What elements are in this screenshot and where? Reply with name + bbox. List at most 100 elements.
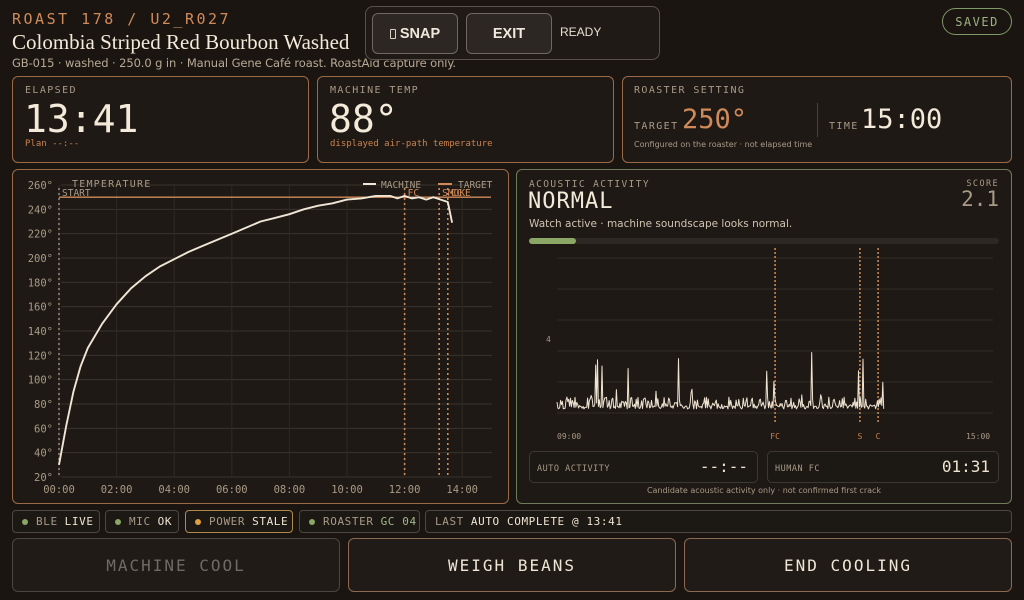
acoustic-label: ACOUSTIC ACTIVITY (529, 179, 651, 190)
time-value: 15:00 (861, 104, 943, 135)
elapsed-plan: Plan --:-- (25, 139, 80, 149)
chart-title: TEMPERATURE (72, 179, 151, 190)
time-label: TIME (829, 121, 859, 132)
auto-activity-value: --:-- (699, 457, 748, 476)
mic-status-dot (115, 518, 121, 525)
roaster-setting-note: Configured on the roaster · not elapsed … (634, 140, 813, 149)
x-tick-label: 06:00 (216, 484, 248, 496)
snap-button-label: SNAP (399, 25, 441, 42)
y-tick-label: 200° (28, 253, 53, 265)
auto-activity-box: AUTO ACTIVITY --:-- (529, 451, 758, 483)
y-tick-label: 80° (34, 399, 53, 411)
acoustic-level-fill (529, 238, 576, 244)
weigh-beans-button[interactable]: WEIGH BEANS (348, 538, 676, 592)
y-tick-label: 40° (34, 448, 53, 460)
power-chip-label: POWER (209, 515, 246, 528)
acoustic-marker-label: S (858, 432, 863, 441)
x-tick-label: 08:00 (274, 484, 306, 496)
machine-temp-note: displayed air-path temperature (330, 139, 493, 149)
machine-curve (58, 194, 454, 465)
human-fc-label: HUMAN FC (775, 464, 820, 474)
y-tick-label: 60° (34, 423, 53, 435)
target-value: 250° (682, 104, 748, 135)
control-status: READY (560, 25, 602, 39)
y-tick-label: 160° (28, 302, 53, 314)
auto-activity-label: AUTO ACTIVITY (537, 464, 611, 474)
y-tick-label: 240° (28, 204, 53, 216)
acoustic-x-start: 09:00 (557, 432, 581, 441)
exit-button[interactable]: EXIT (466, 13, 552, 54)
score-value: 2.1 (961, 187, 999, 211)
acoustic-marker-label: FC (770, 432, 780, 441)
power-chip: POWER STALE (185, 510, 293, 533)
elapsed-value: 13:41 (24, 97, 139, 141)
marker-label: SMOKE (442, 188, 471, 199)
saved-badge: SAVED (942, 8, 1012, 35)
machine-temp-label: MACHINE TEMP (330, 85, 420, 96)
roaster-setting-card: ROASTER SETTING TARGET 250° TIME 15:00 C… (622, 76, 1012, 163)
end-cooling-button[interactable]: END COOLING (684, 538, 1012, 592)
temperature-chart: 20° 40° 60° 80° 100° 120° 140° 160° 180° 200° 220°… (28, 179, 493, 496)
elapsed-label: ELAPSED (25, 85, 77, 96)
acoustic-state: NORMAL (528, 189, 614, 214)
roaster-chip-label: ROASTER (323, 515, 374, 528)
legend-machine: MACHINE (381, 180, 421, 191)
acoustic-message: Watch active · machine soundscape looks … (529, 218, 793, 230)
roaster-status-dot (309, 518, 315, 525)
power-chip-value: STALE (252, 515, 289, 528)
acoustic-marker-label: C (876, 432, 881, 441)
ble-chip-value: LIVE (64, 515, 94, 528)
snap-button[interactable]: SNAP (372, 13, 458, 54)
machine-cool-button[interactable]: MACHINE COOL (12, 538, 340, 592)
mic-chip-value: OK (157, 515, 173, 528)
acoustic-y-tick: 4 (546, 335, 551, 344)
target-label: TARGET (634, 121, 679, 132)
roaster-setting-label: ROASTER SETTING (634, 85, 746, 96)
human-fc-box: HUMAN FC 01:31 (767, 451, 999, 483)
x-tick-label: 10:00 (331, 484, 363, 496)
roaster-chip: ROASTER GC 04 (299, 510, 420, 533)
roast-code: ROAST 178 / U2_R027 (12, 10, 232, 28)
marker-label: CC (451, 188, 462, 199)
control-panel: SNAP EXIT READY (365, 6, 660, 60)
power-status-dot (195, 518, 201, 525)
x-tick-label: 14:00 (446, 484, 478, 496)
y-tick-label: 260° (28, 180, 53, 192)
last-event-label: LAST (435, 515, 464, 528)
acoustic-level-bar (529, 238, 999, 244)
ble-status-dot (22, 518, 28, 525)
x-tick-label: 04:00 (158, 484, 190, 496)
x-tick-label: 00:00 (43, 484, 75, 496)
mic-chip: MIC OK (105, 510, 179, 533)
elapsed-card: ELAPSED 13:41 Plan --:-- (12, 76, 309, 163)
marker-label: FC (408, 188, 419, 199)
score-label: SCORE (966, 179, 999, 189)
y-tick-label: 220° (28, 229, 53, 241)
y-tick-label: 20° (34, 472, 53, 484)
acoustic-waveform (556, 352, 885, 410)
acoustic-card: ACOUSTIC ACTIVITY SCORE 2.1 NORMAL Watch… (516, 169, 1012, 504)
roast-subtitle: GB-015 · washed · 250.0 g in · Manual Ge… (12, 56, 456, 70)
acoustic-waveform-chart: FC S C 4 09:00 15:00 (546, 248, 993, 441)
machine-temp-card: MACHINE TEMP 88° displayed air-path temp… (317, 76, 614, 163)
last-event-value: AUTO COMPLETE @ 13:41 (470, 515, 623, 528)
roaster-chip-value: GC 04 (380, 515, 417, 528)
y-tick-label: 100° (28, 375, 53, 387)
y-tick-label: 120° (28, 350, 53, 362)
setting-divider (817, 103, 818, 137)
ble-chip: BLE LIVE (12, 510, 100, 533)
y-tick-label: 180° (28, 277, 53, 289)
legend-target: TARGET (458, 180, 493, 191)
acoustic-footer: Candidate acoustic activity only · not c… (646, 486, 882, 495)
exit-button-label: EXIT (492, 25, 526, 42)
ble-chip-label: BLE (36, 515, 58, 528)
machine-temp-value: 88° (329, 97, 398, 141)
temperature-chart-card: 20° 40° 60° 80° 100° 120° 140° 160° 180° 200° 220°… (12, 169, 509, 504)
marker-label: START (62, 188, 91, 199)
x-tick-label: 02:00 (101, 484, 133, 496)
coffee-title: Colombia Striped Red Bourbon Washed (12, 30, 350, 54)
human-fc-value: 01:31 (941, 457, 990, 476)
snapshot-icon (389, 28, 396, 39)
acoustic-x-end: 15:00 (966, 432, 990, 441)
last-event-chip: LAST AUTO COMPLETE @ 13:41 (425, 510, 1012, 533)
